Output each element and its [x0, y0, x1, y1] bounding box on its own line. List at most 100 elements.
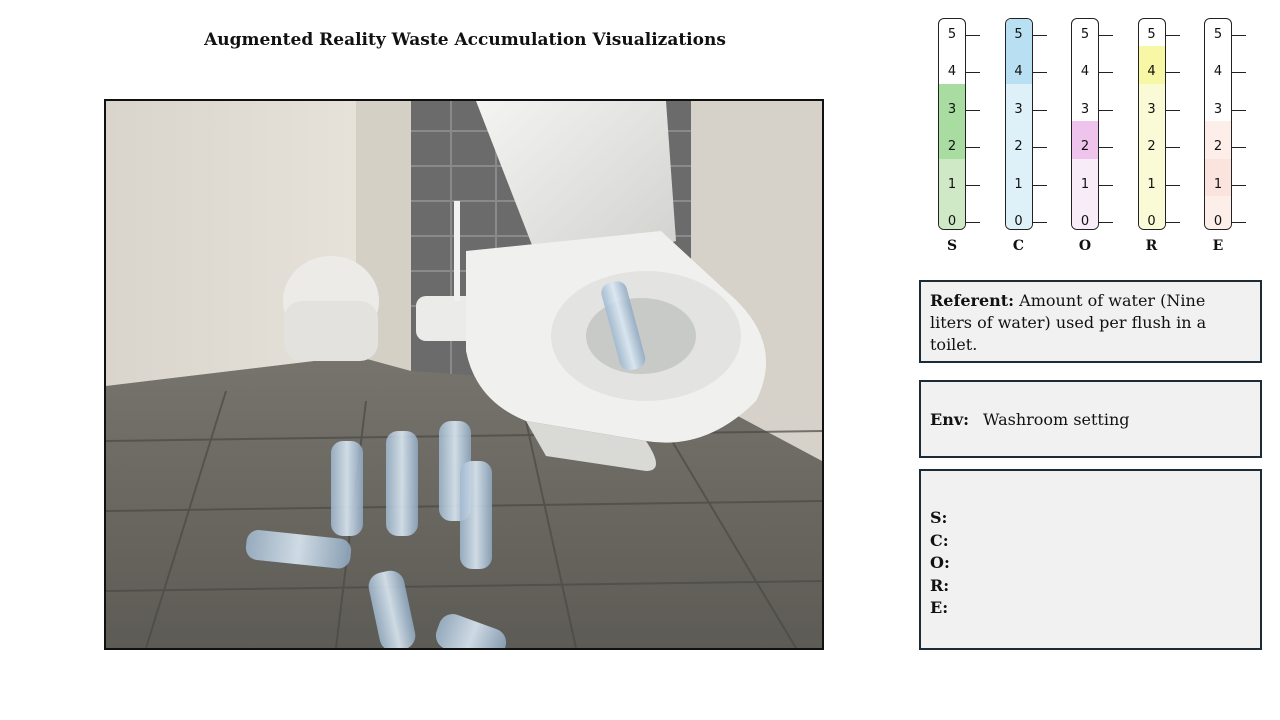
score-r-label: R: — [930, 575, 950, 595]
gauge-tick — [1099, 222, 1113, 223]
gauge-tick-label: 4 — [1080, 64, 1090, 79]
gauge-tick — [1032, 34, 1047, 36]
gauge-tick — [1165, 222, 1180, 223]
ar-scene-image — [104, 99, 824, 650]
gauge-letter: O — [1078, 238, 1092, 254]
gauge-tick — [966, 72, 980, 73]
gauge-tick — [1032, 184, 1047, 186]
score-e-label: E: — [930, 598, 949, 617]
gauge-tick-label: 3 — [1080, 101, 1090, 117]
gauge-tick — [1099, 109, 1113, 111]
gauge-tick-label: 0 — [1080, 214, 1090, 229]
referent-label: Referent: — [930, 291, 1015, 310]
gauge-tick — [1165, 184, 1180, 186]
gauge-tick-label: 1 — [947, 176, 957, 192]
gauge-tick-label: 4 — [947, 64, 957, 79]
score-o-label: O: — [930, 553, 950, 572]
gauge-tick-label: 1 — [1147, 176, 1156, 192]
gauge-tick — [1032, 72, 1047, 73]
bathroom-scene — [106, 101, 822, 648]
gauge-highlight — [1205, 158, 1231, 197]
gauge-e: 0 1 2 3 4 5 E — [1196, 18, 1268, 268]
gauge-tick — [1232, 109, 1246, 111]
gauge-letter: S — [946, 238, 958, 254]
scores-panel: S: C: O: R: E: — [919, 469, 1262, 650]
gauge-tick-label: 5 — [947, 26, 957, 42]
gauge-tick — [1165, 109, 1180, 111]
score-gauges: 0 1 2 3 4 5 S 0 1 2 3 4 5 C 0 1 2 3 4 5 O 0 1 2 3 4 5 R 0 1 2 3 4 5 E — [930, 14, 1270, 264]
gauge-tick-label: 1 — [1213, 176, 1223, 192]
gauge-tick — [1032, 222, 1047, 223]
referent-text: Amount of water (Nine liters of water) u… — [930, 291, 1207, 354]
gauge-tick-label: 0 — [1213, 214, 1223, 229]
gauge-tick — [1232, 34, 1246, 36]
gauge-highlight — [939, 83, 965, 159]
gauge-tick-label: 1 — [1014, 176, 1023, 192]
gauge-tick-label: 4 — [1014, 64, 1023, 79]
score-c-label: C: — [930, 530, 949, 550]
env-value: Washroom setting — [983, 409, 1130, 429]
gauge-tick-label: 0 — [1014, 214, 1023, 229]
gauge-tick — [1165, 72, 1180, 73]
gauge-tick-label: 2 — [1147, 139, 1156, 154]
gauge-tick — [966, 147, 980, 148]
gauge-tick-label: 3 — [947, 101, 957, 117]
env-label: Env: — [930, 409, 970, 429]
referent-panel: Referent: Amount of water (Nine liters o… — [919, 280, 1262, 363]
gauge-tick — [966, 34, 980, 36]
gauge-r: 0 1 2 3 4 5 R — [1130, 18, 1202, 268]
gauge-tick-label: 1 — [1080, 176, 1090, 192]
virtual-bottles — [245, 281, 646, 648]
gauge-tick — [1232, 147, 1246, 148]
gauge-fill — [1138, 83, 1165, 229]
gauge-letter: C — [1012, 238, 1025, 254]
page-title: Augmented Reality Waste Accumulation Vis… — [204, 30, 726, 50]
gauge-tick-label: 0 — [947, 214, 957, 229]
gauge-letter: E — [1212, 238, 1224, 254]
gauge-tick — [1032, 147, 1047, 148]
gauge-tick — [1099, 184, 1113, 186]
gauge-tick-label: 5 — [1014, 26, 1023, 42]
gauge-tick — [966, 109, 980, 111]
gauge-tick-label: 4 — [1147, 64, 1156, 79]
gauge-tube — [938, 18, 966, 230]
gauge-tick — [1032, 109, 1047, 111]
gauge-tick-label: 2 — [1213, 139, 1223, 154]
gauge-tick — [1165, 34, 1180, 36]
gauge-tick — [1232, 72, 1246, 73]
gauge-tick-label: 5 — [1147, 26, 1156, 42]
gauge-tube — [1004, 18, 1033, 230]
gauge-tick-label: 3 — [1213, 101, 1223, 117]
gauge-tick-label: 5 — [1213, 26, 1223, 42]
gauge-tick-label: 2 — [1080, 139, 1090, 154]
gauge-letter: R — [1145, 238, 1158, 254]
gauge-tick-label: 5 — [1080, 26, 1090, 42]
gauge-c: 0 1 2 3 4 5 C — [997, 18, 1069, 268]
gauge-tick-label: 3 — [1014, 101, 1023, 117]
env-panel: Env: Washroom setting — [919, 380, 1262, 458]
gauge-tick-label: 0 — [1147, 214, 1156, 229]
score-s-label: S: — [930, 508, 948, 527]
gauge-fill — [1072, 158, 1098, 229]
gauge-tick-label: 4 — [1213, 64, 1223, 79]
gauge-tick — [1099, 34, 1113, 36]
gauge-tube — [1071, 18, 1099, 230]
gauge-highlight — [1072, 121, 1098, 159]
gauge-highlight — [1005, 19, 1032, 84]
gauge-tick-label: 3 — [1147, 101, 1156, 117]
gauge-tick-label: 2 — [947, 139, 957, 154]
gauge-tick — [966, 222, 980, 223]
gauge-highlight — [1138, 46, 1165, 84]
gauge-tick — [1099, 72, 1113, 73]
gauge-tick-label: 2 — [1014, 139, 1023, 154]
gauge-tick — [1232, 222, 1246, 223]
gauge-tick — [1165, 147, 1180, 148]
gauge-tick — [966, 184, 980, 186]
gauge-o: 0 1 2 3 4 5 O — [1063, 18, 1135, 268]
gauge-tube — [1204, 18, 1232, 230]
gauge-s: 0 1 2 3 4 5 S — [930, 18, 1002, 268]
gauge-tick — [1099, 147, 1113, 148]
gauge-fill — [939, 158, 965, 229]
gauge-tick — [1232, 184, 1246, 186]
gauge-tube — [1137, 18, 1166, 230]
